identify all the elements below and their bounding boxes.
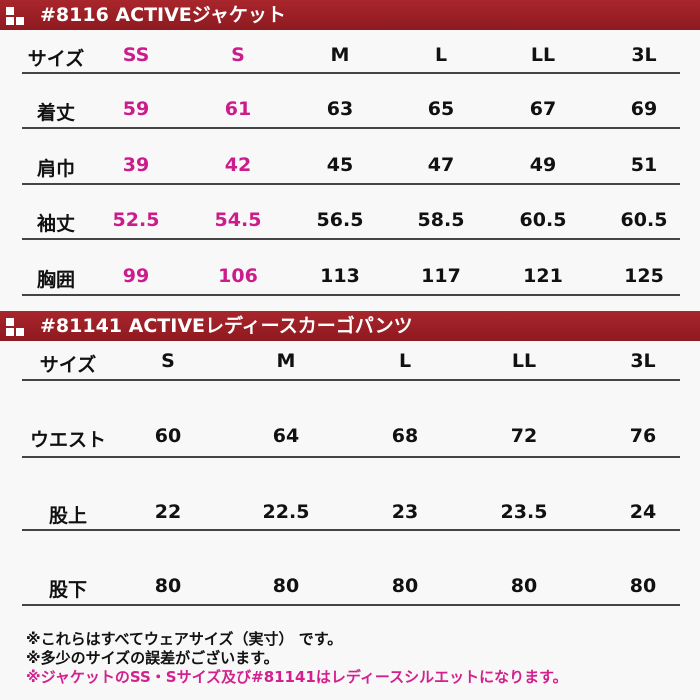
column-header: S [161,350,175,372]
table-cell: 76 [629,425,657,447]
row-divider [22,183,680,185]
table-cell: 60.5 [519,209,567,231]
table-cell: 65 [427,98,455,120]
table-cell: 60.5 [620,209,668,231]
table-cell: 121 [523,265,563,287]
table-cell: 60 [154,425,182,447]
section-icon [6,7,24,25]
row-label: 胸囲 [36,269,76,291]
table-cell: 39 [122,154,150,176]
table-cell: 80 [510,575,538,597]
table-cell: 117 [421,265,461,287]
table-cell: 80 [154,575,182,597]
table-cell: 42 [224,154,252,176]
notes: ※これらはすべてウェアサイズ（実寸） です。 ※多少のサイズの誤差がございます。… [26,630,568,687]
row-divider [22,379,680,381]
note: ※ジャケットのSS・Sサイズ及び#81141はレディースシルエットになります。 [26,668,568,686]
table-cell: 68 [391,425,419,447]
column-header: LL [511,350,537,372]
table-cell: 51 [630,154,658,176]
jacket-section-header: #8116 ACTIVEジャケット [0,0,700,30]
column-header: S [231,44,245,66]
table-cell: 47 [427,154,455,176]
table-cell: 99 [122,265,150,287]
table-cell: 61 [224,98,252,120]
table-cell: 45 [326,154,354,176]
pants-title: #81141 ACTIVEレディースカーゴパンツ [40,315,413,337]
table-cell: 113 [320,265,360,287]
column-header: サイズ [39,354,97,376]
table-cell: 54.5 [214,209,262,231]
column-header: 3L [631,44,657,66]
row-divider [22,604,680,606]
table-cell: 22 [154,501,182,523]
row-divider [22,456,680,458]
column-header: サイズ [27,48,85,70]
table-cell: 69 [630,98,658,120]
note: ※多少のサイズの誤差がございます。 [26,649,279,667]
table-cell: 56.5 [316,209,364,231]
table-cell: 59 [122,98,150,120]
table-cell: 72 [510,425,538,447]
column-header: LL [530,44,556,66]
table-cell: 23.5 [500,501,548,523]
table-cell: 106 [218,265,258,287]
table-cell: 52.5 [112,209,160,231]
column-header: M [330,44,350,66]
table-cell: 64 [272,425,300,447]
table-cell: 49 [529,154,557,176]
row-divider [22,72,680,74]
table-cell: 58.5 [417,209,465,231]
column-header: 3L [630,350,656,372]
table-cell: 80 [629,575,657,597]
note: ※これらはすべてウェアサイズ（実寸） です。 [26,630,343,648]
row-label: ウエスト [29,429,107,451]
table-cell: 23 [391,501,419,523]
column-header: M [276,350,296,372]
jacket-title: #8116 ACTIVEジャケット [40,4,286,26]
row-label: 着丈 [36,102,76,124]
table-cell: 80 [272,575,300,597]
column-header: SS [122,44,150,66]
table-cell: 22.5 [262,501,310,523]
table-cell: 67 [529,98,557,120]
section-icon [6,318,24,336]
row-divider [22,127,680,129]
table-cell: 63 [326,98,354,120]
row-divider [22,529,680,531]
row-label: 肩巾 [36,158,76,180]
row-divider [22,238,680,240]
table-cell: 24 [629,501,657,523]
pants-section-header: #81141 ACTIVEレディースカーゴパンツ [0,311,700,341]
row-label: 股下 [48,579,88,601]
column-header: L [398,350,412,372]
row-label: 袖丈 [36,213,76,235]
table-cell: 125 [624,265,664,287]
column-header: L [434,44,448,66]
table-cell: 80 [391,575,419,597]
row-divider [22,294,680,296]
row-label: 股上 [48,505,88,527]
